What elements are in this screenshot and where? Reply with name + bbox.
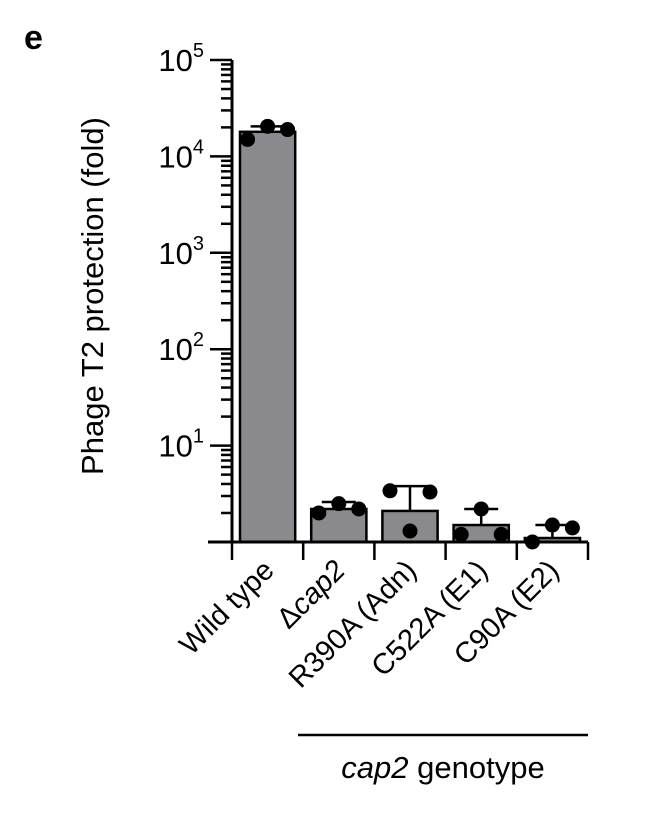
data-point: [382, 483, 398, 499]
data-point: [402, 523, 418, 539]
category-label: Wild type: [174, 554, 281, 661]
data-point: [473, 501, 489, 517]
y-tick-label: 101: [158, 426, 204, 464]
data-points: [240, 118, 580, 550]
data-point: [544, 517, 560, 533]
data-point: [493, 526, 509, 542]
error-bars: [250, 125, 570, 539]
data-point: [331, 496, 347, 512]
data-point: [260, 118, 276, 134]
x-ticks: [230, 542, 590, 560]
y-tick-label: 105: [158, 40, 204, 78]
y-tick-labels: 105 104 103 102 101: [158, 40, 204, 464]
data-point: [422, 484, 438, 500]
data-point: [311, 505, 327, 521]
bar: [238, 130, 297, 544]
y-axis-label: Phage T2 protection (fold): [75, 117, 110, 475]
data-point: [351, 501, 367, 517]
y-tick-label: 103: [158, 233, 204, 271]
y-tick-label: 102: [158, 329, 204, 367]
genotype-group-label: cap2 genotype: [341, 750, 544, 785]
bars: [238, 130, 582, 544]
data-point: [564, 520, 580, 536]
error-bar: [393, 484, 427, 511]
y-tick-label: 104: [158, 136, 204, 174]
data-point: [280, 122, 296, 138]
data-point: [453, 526, 469, 542]
data-point: [240, 131, 256, 147]
y-minor-ticks: [210, 58, 232, 515]
panel-label: e: [24, 19, 43, 57]
